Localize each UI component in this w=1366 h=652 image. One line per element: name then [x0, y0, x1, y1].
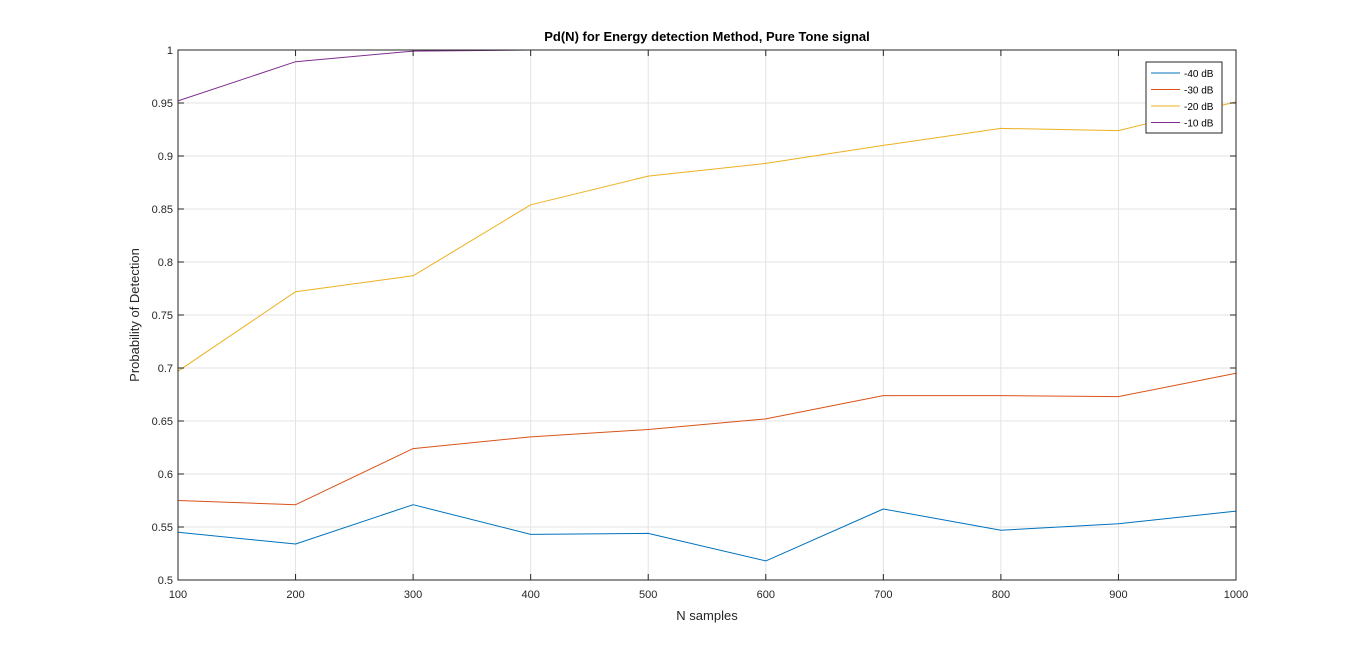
- x-axis-label: N samples: [676, 608, 738, 623]
- x-tick-label: 700: [874, 589, 892, 601]
- x-tick-label: 600: [757, 589, 775, 601]
- chart-title: Pd(N) for Energy detection Method, Pure …: [544, 29, 870, 44]
- y-tick-label: 0.95: [152, 98, 173, 110]
- y-tick-label: 0.75: [152, 310, 173, 322]
- x-tick-label: 200: [286, 589, 304, 601]
- x-tick-label: 400: [521, 589, 539, 601]
- series-line: [177, 504, 1237, 562]
- y-tick-label: 0.9: [158, 151, 173, 163]
- plot-area: 100 200 300 400 500 600 700 800 900 1000 0.5 0.55 0.…: [152, 45, 1249, 601]
- legend-box: [1145, 61, 1223, 134]
- y-tick-label: 0.85: [152, 204, 173, 216]
- y-tick-label: 0.8: [158, 257, 173, 269]
- legend-label: -30 dB: [1184, 86, 1214, 97]
- y-tick-label: 0.6: [158, 469, 173, 481]
- series-line: [177, 372, 1237, 506]
- y-tick-label: 0.65: [152, 416, 173, 428]
- x-tick-label: 1000: [1224, 589, 1248, 601]
- legend: -40 dB -30 dB -20 dB -10 dB: [1145, 61, 1223, 134]
- y-tick-label: 0.5: [158, 575, 173, 587]
- legend-label: -20 dB: [1184, 102, 1214, 113]
- series-line: [177, 101, 1237, 372]
- y-tick-label: 1: [167, 45, 173, 57]
- x-tick-label: 900: [1109, 589, 1127, 601]
- y-tick-label: 0.7: [158, 363, 173, 375]
- x-tick-label: 500: [639, 589, 657, 601]
- legend-label: -40 dB: [1184, 69, 1214, 80]
- y-axis-label: Probability of Detection: [127, 248, 142, 382]
- x-tick-label: 800: [992, 589, 1010, 601]
- x-tick-label: 300: [404, 589, 422, 601]
- ticks: 100 200 300 400 500 600 700 800 900 1000 0.5 0.55 0.…: [152, 45, 1249, 601]
- legend-label: -10 dB: [1184, 119, 1214, 130]
- y-tick-label: 0.55: [152, 522, 173, 534]
- x-tick-label: 100: [169, 589, 187, 601]
